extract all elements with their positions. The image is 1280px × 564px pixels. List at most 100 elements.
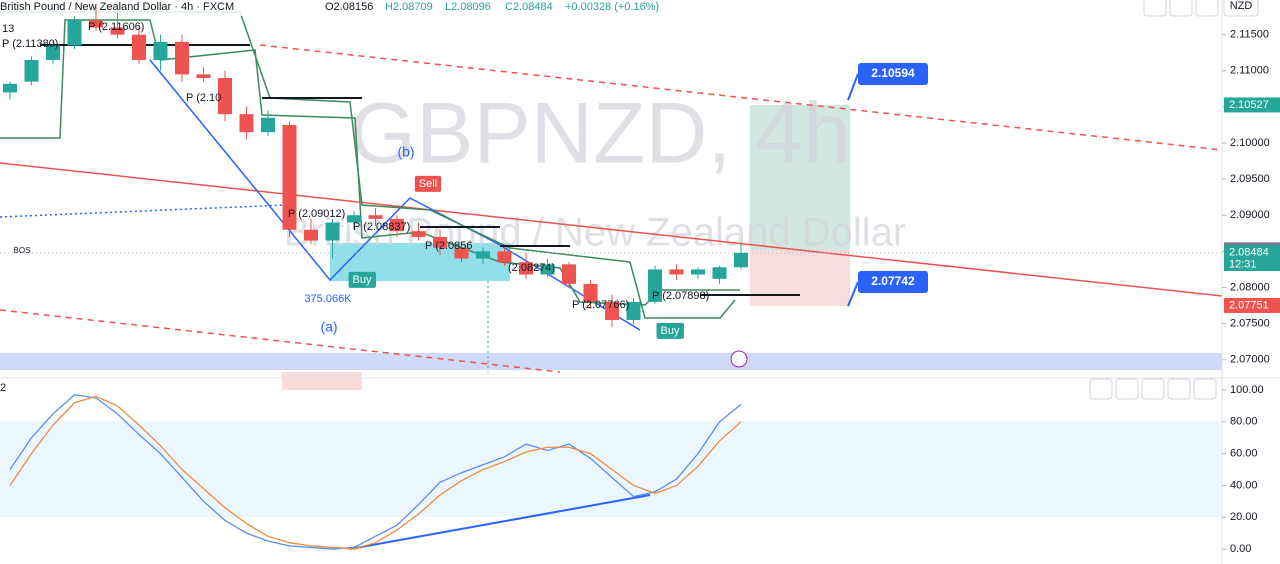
button-up[interactable] (1089, 378, 1113, 400)
annotation: Buy (353, 274, 372, 286)
button-collapse[interactable] (1167, 378, 1191, 400)
oscillator-line (9, 394, 742, 550)
candle-body (497, 251, 512, 263)
y-tick-label: 2.07500 (1230, 318, 1270, 330)
candle-body (175, 41, 189, 75)
candle-body (196, 74, 211, 79)
channel-line (0, 309, 561, 373)
event-icon (730, 350, 748, 368)
label-box (656, 322, 684, 339)
candle-body (132, 34, 146, 60)
label-box (414, 175, 442, 192)
candle-body (734, 252, 748, 268)
annotation: BOS (14, 246, 31, 255)
annotation: P (2.09012) (288, 208, 345, 220)
annotation: 13 (2, 23, 14, 35)
stop-box (750, 250, 850, 306)
ohlc-high: H2.08709 (385, 1, 433, 13)
button-down[interactable] (1143, 0, 1167, 17)
oscillator-line (9, 395, 742, 550)
currency: NZD (1230, 0, 1253, 12)
zone-band (0, 353, 1222, 370)
candle-body (153, 41, 168, 60)
candle-body (304, 229, 318, 241)
candle-body (454, 247, 469, 259)
candle-body (368, 215, 383, 219)
annotation: P (2.07766) (572, 299, 629, 311)
annotation: (b) (397, 144, 414, 160)
y-tick-label: 2.10000 (1230, 137, 1270, 149)
label-box (348, 271, 376, 288)
price-tag (1224, 297, 1280, 313)
target-box (750, 105, 850, 250)
y-tick-label: 2.11000 (1230, 65, 1269, 77)
ohlc-open: O2.08156 (325, 1, 373, 13)
candle-body (712, 267, 727, 279)
callout (858, 271, 928, 293)
y-tick-label: 2.09000 (1230, 209, 1270, 221)
candle-body (691, 269, 705, 275)
annotation: P (2.0856 (425, 240, 473, 252)
annotation: P (2.07898) (652, 290, 709, 302)
annotation: 375.066K (304, 293, 352, 305)
y-tick-label: 80.00 (1230, 416, 1258, 428)
annotation: P (2.11380) (2, 38, 58, 50)
price-tag-label: 2.08484 (1229, 246, 1269, 258)
price-tag-label: 2.07751 (1229, 299, 1269, 311)
candle-body (540, 264, 555, 275)
annotation: (a) (320, 319, 337, 335)
button-collapse[interactable] (1169, 0, 1193, 17)
candle-body (605, 301, 619, 320)
candle-body (669, 269, 684, 275)
callout (858, 63, 928, 85)
candle-body (218, 78, 232, 115)
y-tick-label: 60.00 (1230, 448, 1258, 460)
timer: 12:31 (1229, 258, 1257, 270)
candle-body (390, 218, 404, 232)
y-tick-label: 0.00 (1230, 543, 1251, 555)
candle-body (67, 20, 82, 46)
callout-pointer (847, 73, 859, 101)
candle-body (110, 27, 125, 35)
price-tag (1224, 245, 1280, 272)
y-tick-label: 2.09500 (1230, 173, 1270, 185)
annotation: (2.08274) (508, 262, 555, 274)
pane-title: 2 (0, 382, 6, 394)
currency-button[interactable] (1223, 0, 1259, 17)
divergence-line (349, 494, 651, 550)
callout-label: 2.07742 (871, 274, 915, 288)
candle-body (583, 283, 598, 302)
y-tick-label: 40.00 (1230, 479, 1258, 491)
button-maximize[interactable] (1195, 0, 1219, 17)
candle-body (24, 59, 39, 82)
candle-body (648, 269, 662, 302)
annotation: Buy (661, 325, 680, 337)
y-tick-label: 20.00 (1230, 511, 1258, 523)
symbol: British Pound / New Zealand Dollar · 4h … (0, 1, 234, 13)
trendline (0, 162, 1223, 297)
y-tick-label: 100.00 (1230, 384, 1264, 396)
button-down[interactable] (1115, 378, 1139, 400)
y-tick-label: 2.11500 (1230, 29, 1269, 41)
candle-body (411, 231, 426, 237)
candle-body (347, 215, 361, 223)
channel-step (0, 11, 736, 319)
ohlc-close: C2.08484 (505, 1, 553, 13)
price-tag-label: 2.10527 (1229, 99, 1269, 111)
candle-body (476, 251, 490, 259)
candle-body (239, 114, 254, 133)
candle-body (519, 262, 533, 275)
ohlc-change: +0.00328 (+0.16%) (565, 1, 659, 13)
candle-body (325, 222, 340, 241)
candle-body (89, 20, 103, 28)
candle-body (3, 83, 17, 93)
button-close[interactable] (1141, 378, 1165, 400)
candle-body (261, 117, 275, 133)
candle-body (433, 236, 447, 248)
candle-body (46, 45, 60, 60)
zone-box (282, 372, 362, 390)
button-maximize[interactable] (1193, 378, 1217, 400)
annotation: Sell (419, 178, 437, 190)
y-tick-label: 2.07000 (1230, 354, 1270, 366)
